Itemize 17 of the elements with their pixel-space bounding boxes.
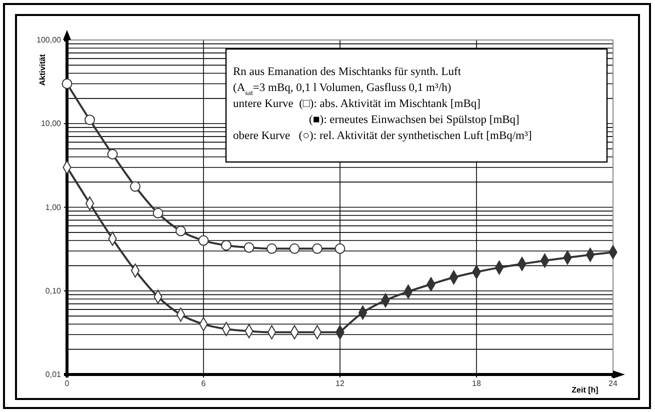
y-tick-label: 10,00 — [40, 119, 62, 128]
x-tick-label: 18 — [472, 379, 482, 388]
annotation: untere Kurve (□): abs. Aktivität im Mischtank [mBq] — [233, 98, 480, 110]
x-tick-label: 0 — [64, 379, 70, 388]
annotation: (■): erneutes Einwachsen bei Spülstop [mBq] — [309, 114, 520, 126]
x-tick-label: 6 — [201, 379, 206, 388]
y-axis-title: Aktivität — [38, 54, 47, 86]
x-axis-title: Zeit [h] — [572, 386, 599, 394]
y-tick-label: 0,01 — [45, 370, 62, 380]
annotation: obere Kurve (○): rel. Aktivität der synthetischen Luft [mBq/m³] — [233, 130, 532, 142]
annotation: Rn aus Emanation des Mischtanks für synth. Luft — [233, 66, 462, 78]
x-tick-label: 12 — [336, 379, 345, 388]
annotation: (A$_{sat}$=3 mBq, 0,1 l Volumen, Gasfluss 0,1 m³/h) — [233, 82, 452, 97]
y-tick-label: 1,00 — [45, 202, 62, 212]
y-tick-label: 0,10 — [45, 286, 62, 296]
y-tick-label: 100,00 — [36, 36, 62, 45]
x-tick-label: 24 — [608, 379, 618, 388]
